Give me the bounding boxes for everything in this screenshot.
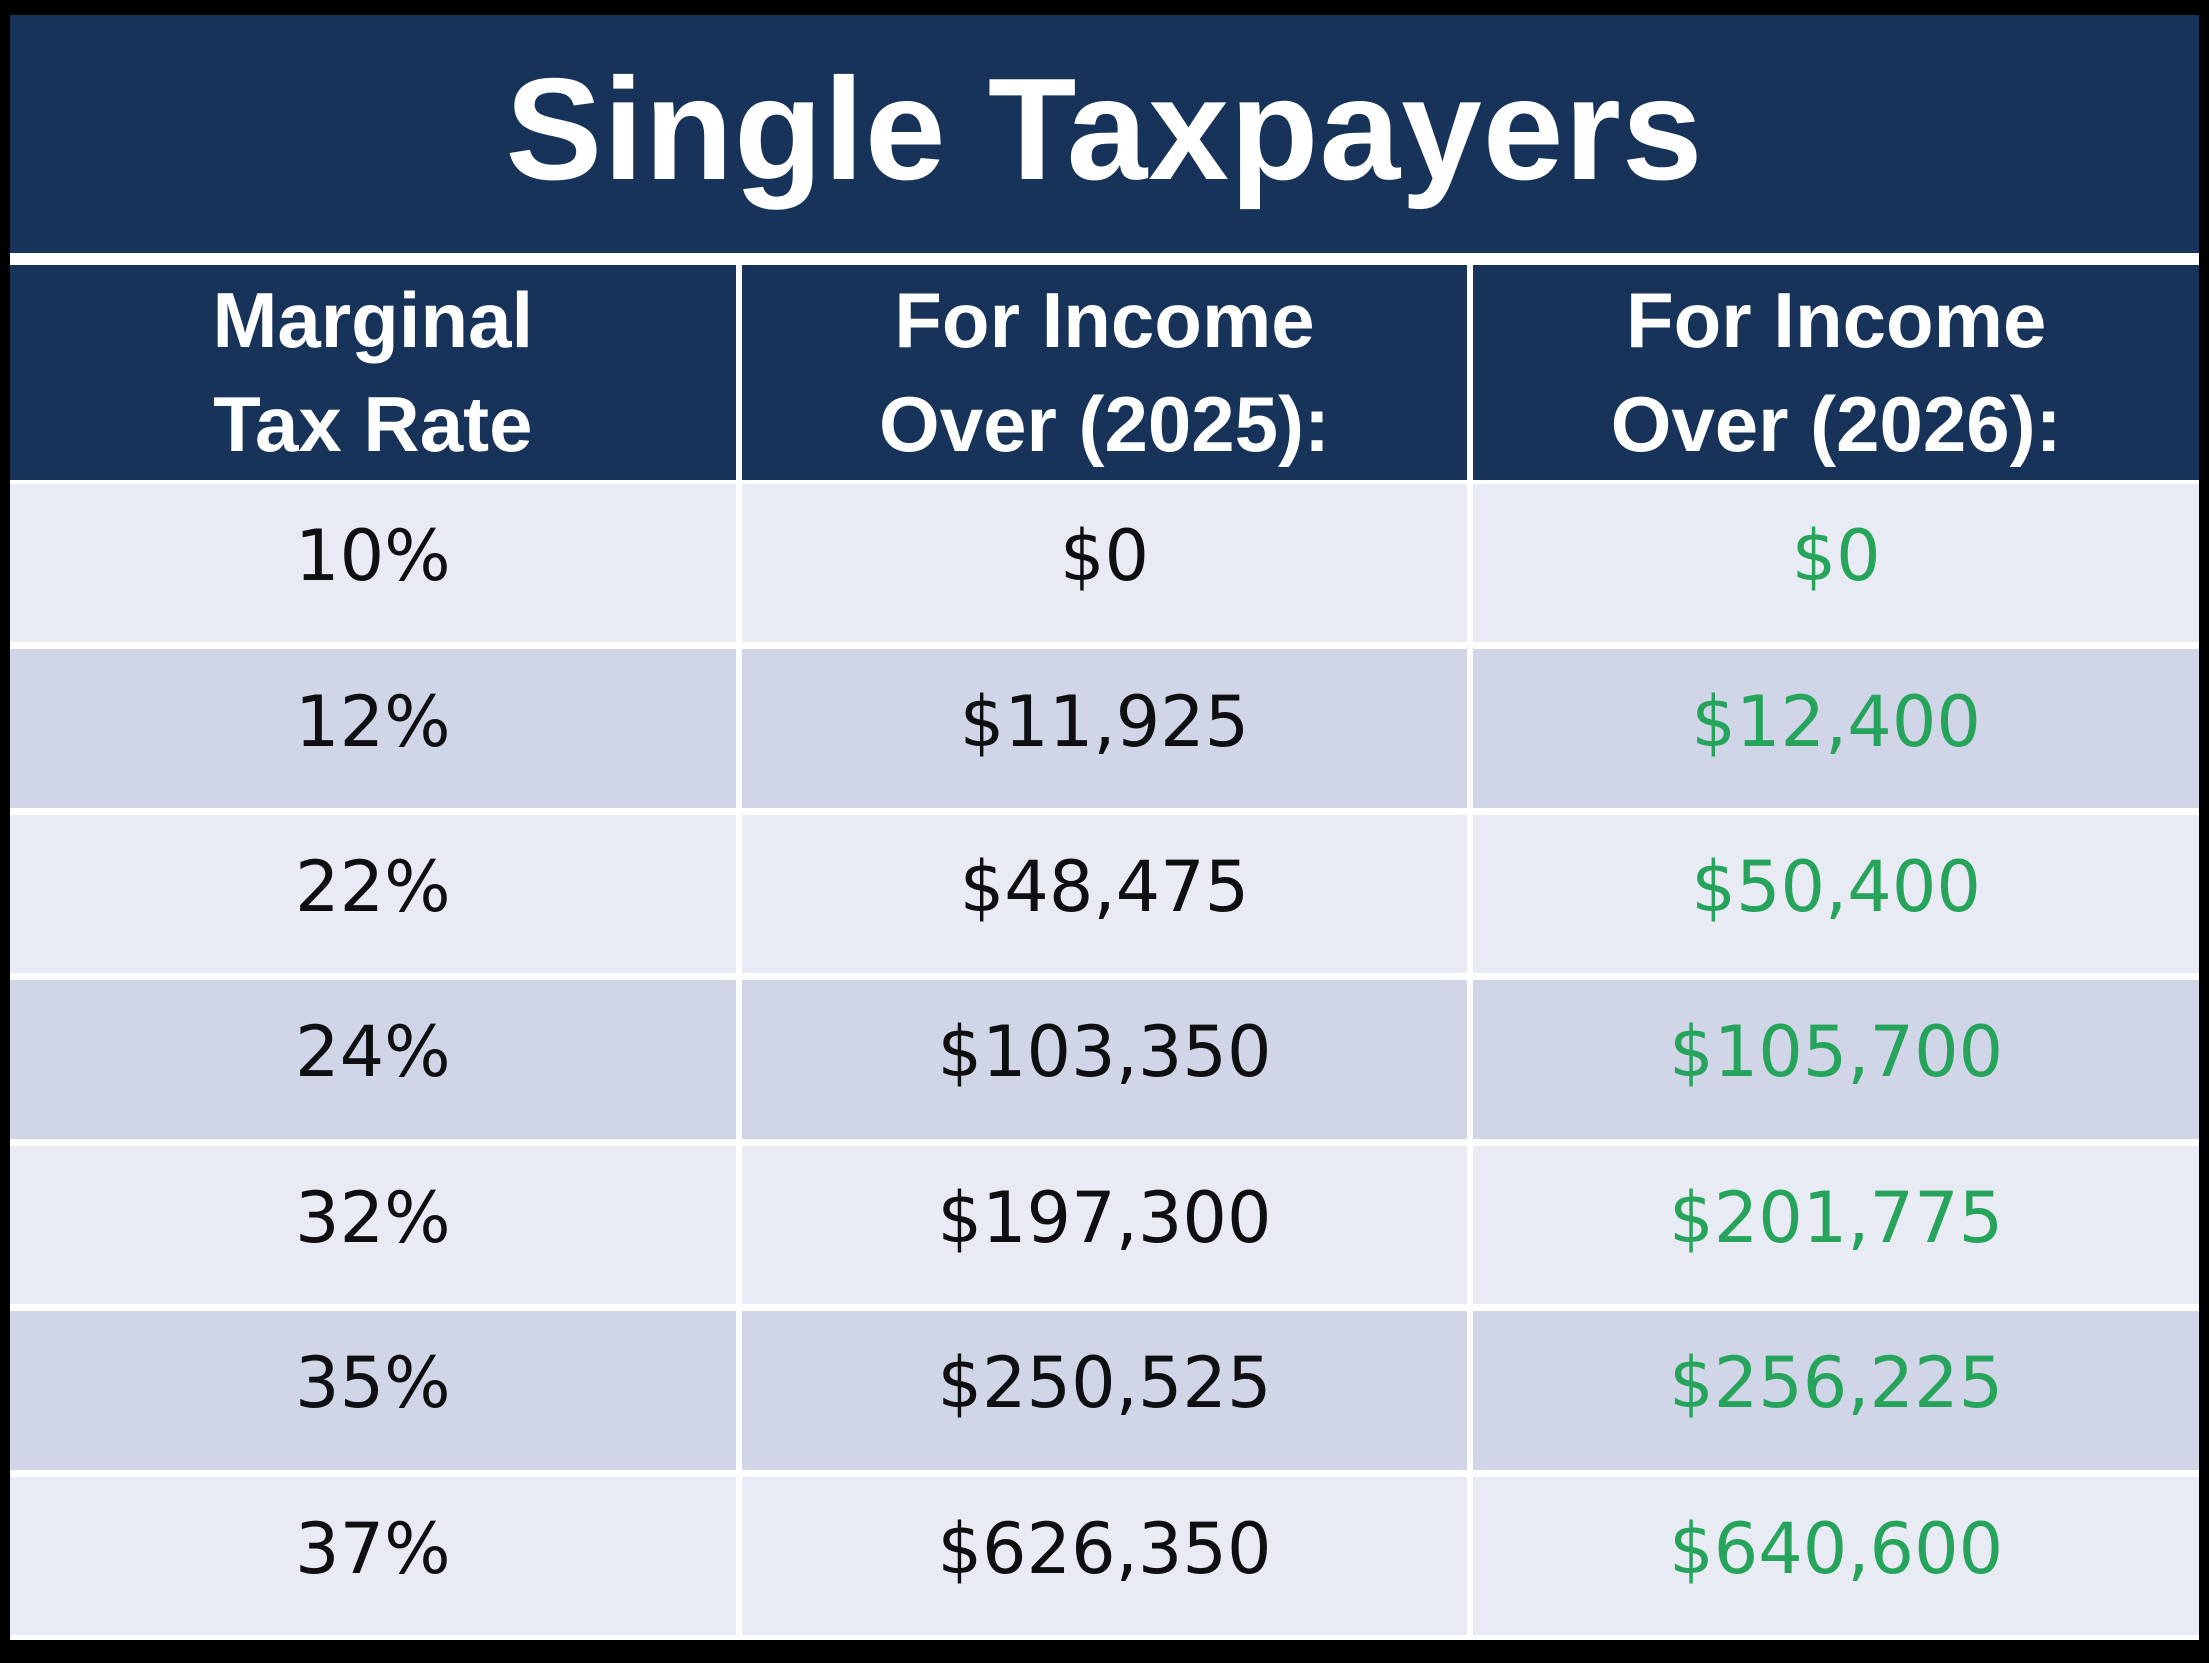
table-row-35pct: 35% $250,525 $256,225 [10, 1311, 2199, 1470]
income-2026-cell: $105,700 [1473, 980, 2199, 1139]
income-2026-cell: $201,775 [1473, 1145, 2199, 1305]
table-row-32pct: 32% $197,300 $201,775 [10, 1145, 2199, 1305]
income-2026-cell: $0 [1473, 484, 2199, 643]
tax-bracket-table: Single Taxpayers Marginal Tax Rate For I… [10, 15, 2199, 1640]
rate-cell: 37% [10, 1476, 736, 1635]
rate-cell: 22% [10, 814, 736, 974]
rate-cell: 24% [10, 980, 736, 1139]
income-2025-cell: $626,350 [741, 1476, 1468, 1635]
rate-cell: 35% [10, 1311, 736, 1470]
table-title: Single Taxpayers [505, 47, 1704, 210]
income-2025-cell: $197,300 [741, 1145, 1468, 1305]
income-2025-cell: $103,350 [741, 980, 1468, 1139]
table-row-24pct: 24% $103,350 $105,700 [10, 980, 2199, 1139]
income-2026-cell: $50,400 [1473, 814, 2199, 974]
income-2026-cell: $256,225 [1473, 1311, 2199, 1470]
header-income-over-2025: For Income Over (2025): [741, 265, 1468, 480]
income-2025-cell: $250,525 [741, 1311, 1468, 1470]
table-row-37pct: 37% $626,350 $640,600 [10, 1476, 2199, 1635]
income-2025-cell: $0 [741, 484, 1468, 643]
income-2025-cell: $48,475 [741, 814, 1468, 974]
income-2025-cell: $11,925 [741, 649, 1468, 808]
table-title-bar: Single Taxpayers [10, 15, 2199, 253]
header-marginal-tax-rate: Marginal Tax Rate [10, 265, 736, 480]
table-body: 10% $0 $0 12% $11,925 $12,400 22% $48,47… [10, 480, 2199, 1635]
rate-cell: 32% [10, 1145, 736, 1305]
table-row-10pct: 10% $0 $0 [10, 484, 2199, 643]
income-2026-cell: $12,400 [1473, 649, 2199, 808]
header-row: Marginal Tax Rate For Income Over (2025)… [10, 265, 2199, 480]
rate-cell: 10% [10, 484, 736, 643]
rate-cell: 12% [10, 649, 736, 808]
table-row-12pct: 12% $11,925 $12,400 [10, 649, 2199, 808]
table-row-22pct: 22% $48,475 $50,400 [10, 814, 2199, 974]
income-2026-cell: $640,600 [1473, 1476, 2199, 1635]
header-income-over-2026: For Income Over (2026): [1473, 265, 2199, 480]
